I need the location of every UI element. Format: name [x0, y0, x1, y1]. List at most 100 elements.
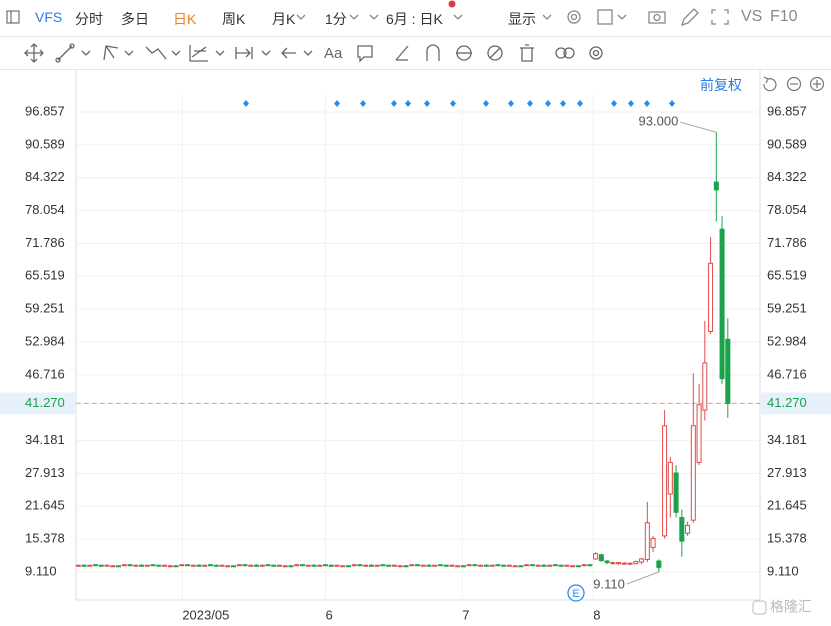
y-tick-label: 15.378: [25, 531, 65, 546]
y-tick-label-right: 71.786: [767, 235, 807, 250]
text-tool[interactable]: Aa: [324, 45, 343, 62]
tab[interactable]: 月K: [272, 11, 296, 27]
candle-body: [552, 564, 558, 567]
candle-body: [173, 565, 179, 568]
y-tick-label-right: 90.589: [767, 136, 807, 151]
candle-body: [75, 564, 81, 567]
candle-body: [518, 565, 524, 568]
candle-body: [673, 472, 679, 513]
last-price-label-right: 41.270: [767, 395, 807, 410]
candle-body: [196, 564, 202, 567]
candle-body: [328, 564, 334, 567]
candle-body: [587, 564, 593, 567]
candle-body: [248, 564, 254, 567]
y-tick-label-right: 46.716: [767, 366, 807, 381]
zoom-controls[interactable]: [760, 74, 830, 94]
tab[interactable]: 6月 : 日K: [386, 11, 443, 27]
tab[interactable]: 日K: [173, 11, 197, 27]
y-tick-label-right: 96.857: [767, 103, 807, 118]
candle-body: [190, 564, 196, 567]
candle-body: [179, 564, 185, 567]
candle-body: [127, 564, 133, 567]
y-tick-label-right: 52.984: [767, 333, 807, 348]
symbol[interactable]: VFS: [35, 9, 63, 25]
candle-body: [455, 565, 461, 568]
candle-body: [524, 564, 530, 567]
tab[interactable]: 1分: [325, 11, 347, 27]
candle-body: [725, 338, 731, 404]
candle-body: [633, 561, 639, 565]
candle-body: [167, 565, 173, 568]
candle-body: [598, 554, 604, 562]
event-badge-label: E: [572, 588, 579, 600]
drawing-tools: Aa: [24, 43, 603, 63]
candle-body: [535, 564, 541, 567]
tab[interactable]: 周K: [222, 11, 246, 27]
y-tick-label: 84.322: [25, 169, 65, 184]
candle-body: [656, 560, 662, 568]
candle-body: [414, 564, 420, 567]
toolbar-icons: [296, 0, 729, 27]
candle-body: [616, 562, 622, 565]
candle-body: [156, 564, 162, 567]
candle-body: [259, 564, 265, 567]
candle-body: [696, 404, 702, 463]
plot-layer: [75, 70, 761, 601]
candle-body: [116, 565, 122, 568]
f10-button[interactable]: F10: [770, 8, 798, 25]
y-tick-label: 52.984: [25, 333, 65, 348]
candle-body: [639, 558, 645, 563]
y-tick-label-right: 15.378: [767, 531, 807, 546]
candle-body: [449, 564, 455, 567]
candle-body: [144, 564, 150, 567]
panel-toggle[interactable]: [6, 10, 20, 24]
event-markers: [243, 100, 675, 107]
candle-body: [253, 564, 259, 567]
y-tick-label-right: 59.251: [767, 301, 807, 316]
display-menu[interactable]: 显示: [508, 11, 536, 27]
candle-body: [667, 461, 673, 495]
watermark: [752, 600, 767, 615]
candle-body: [133, 564, 139, 567]
candle-body: [512, 565, 518, 568]
candle-body: [489, 564, 495, 567]
candle-body: [472, 564, 478, 567]
candle-body: [593, 553, 599, 560]
candle-body: [685, 524, 691, 534]
y-tick-label: 96.857: [25, 103, 65, 118]
candle-body: [403, 565, 409, 568]
candle-body: [547, 564, 553, 567]
candle-body: [236, 564, 242, 567]
low-leader: [626, 571, 660, 585]
candle-body: [340, 565, 346, 568]
y-tick-label-right: 21.645: [767, 498, 807, 513]
candle-body: [334, 564, 340, 567]
candle-body: [282, 565, 288, 568]
vs-button[interactable]: VS: [741, 8, 763, 25]
candle-body: [271, 564, 277, 567]
event-badge[interactable]: [567, 584, 585, 602]
candle-body: [391, 564, 397, 567]
candle-body: [265, 564, 271, 567]
adjust-mode[interactable]: 前复权: [700, 77, 742, 93]
candle-body: [409, 564, 415, 567]
candle-body: [317, 564, 323, 567]
x-tick-label: 2023/05: [182, 607, 229, 622]
y-tick-label-right: 65.519: [767, 268, 807, 283]
x-tick-label: 8: [593, 607, 600, 622]
candle-body: [466, 564, 472, 567]
high-leader: [680, 121, 717, 133]
candle-body: [420, 564, 426, 567]
y-tick-label: 21.645: [25, 498, 65, 513]
x-tick-label: 6: [325, 607, 332, 622]
candle-body: [357, 564, 363, 567]
candle-body: [644, 522, 650, 560]
candle-body: [604, 560, 610, 564]
candle-body: [219, 564, 225, 567]
high-annotation: 93.000: [639, 114, 679, 129]
tab[interactable]: 多日: [121, 11, 149, 27]
y-tick-label: 71.786: [25, 235, 65, 250]
tab[interactable]: 分时: [75, 11, 103, 27]
